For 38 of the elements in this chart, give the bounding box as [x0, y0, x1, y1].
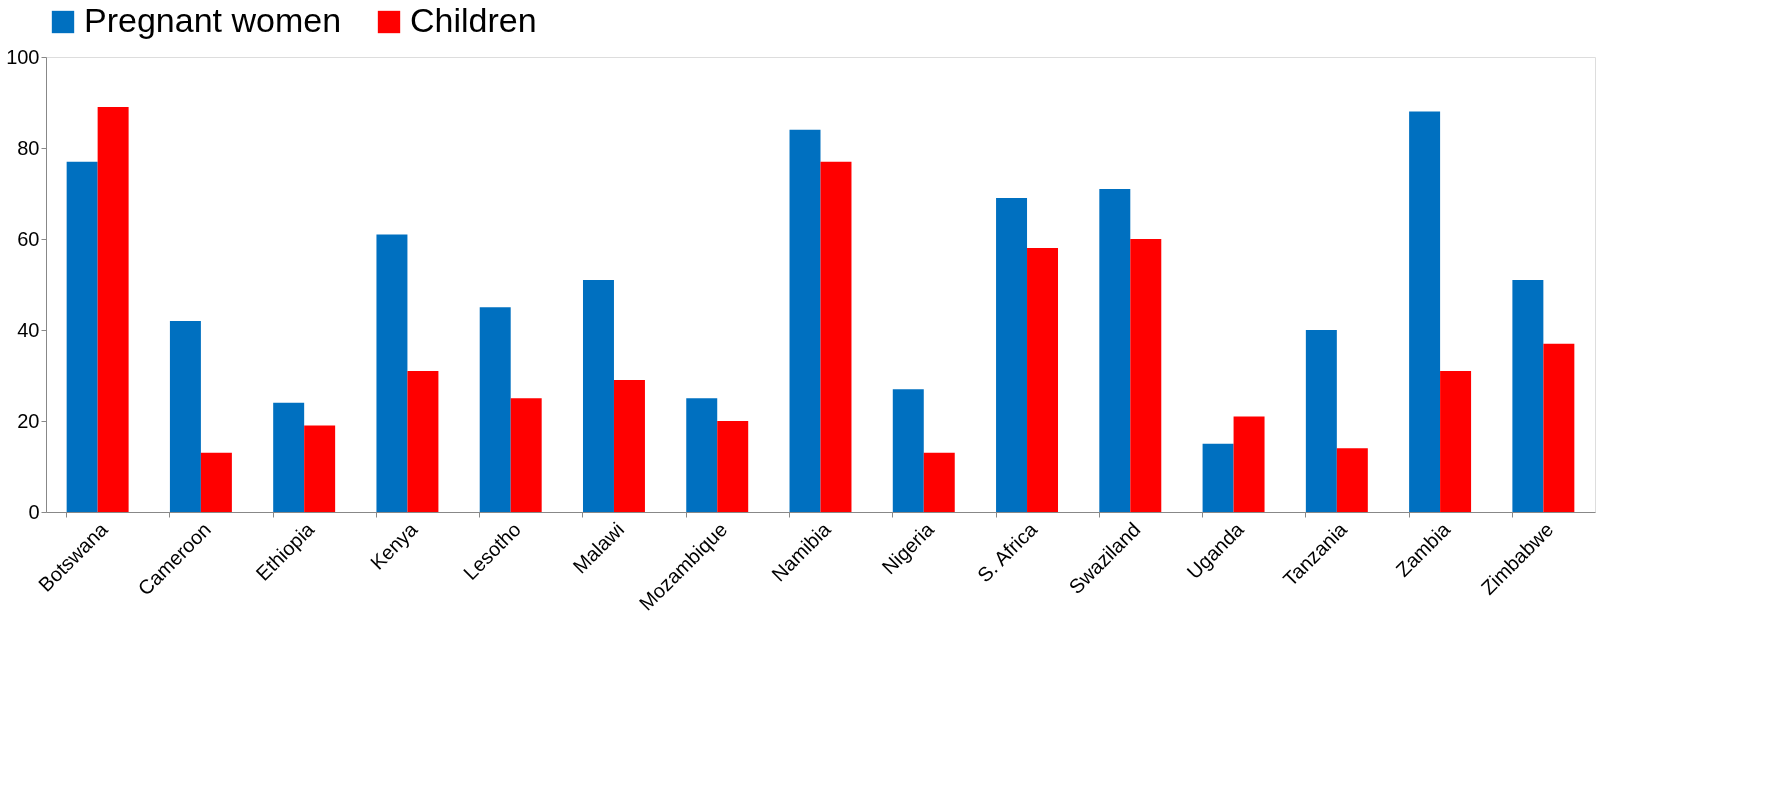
bar	[892, 389, 924, 512]
y-tick-label: 80	[17, 136, 40, 159]
bar	[407, 370, 439, 512]
y-tick-label: 40	[17, 318, 40, 341]
bar	[1543, 343, 1575, 512]
bar	[923, 452, 955, 512]
bar	[66, 161, 98, 512]
bar	[1440, 370, 1472, 512]
bar	[479, 307, 511, 512]
bar	[1512, 279, 1544, 512]
y-tick-label: 100	[6, 45, 40, 68]
legend-label: Children	[410, 1, 537, 39]
bar	[1099, 188, 1131, 512]
bar	[1202, 443, 1234, 512]
bar	[376, 234, 408, 512]
bar	[1027, 248, 1059, 512]
bar	[686, 398, 718, 512]
legend-label: Pregnant women	[84, 1, 342, 39]
bar	[169, 320, 201, 512]
bar	[789, 129, 821, 512]
bar	[1130, 239, 1162, 512]
bar	[510, 398, 542, 512]
y-tick-label: 20	[17, 409, 40, 432]
bar	[1305, 330, 1337, 512]
bar	[1233, 416, 1265, 512]
bar	[820, 161, 852, 512]
bar	[200, 452, 232, 512]
bar	[582, 279, 614, 512]
y-tick-label: 0	[28, 500, 40, 523]
bar	[97, 107, 129, 512]
bar	[1336, 448, 1368, 512]
bar	[613, 380, 645, 512]
bar	[1409, 111, 1441, 512]
y-tick-label: 60	[17, 227, 40, 250]
bar	[304, 425, 336, 512]
bar	[996, 198, 1028, 512]
bar	[273, 402, 305, 512]
bar	[717, 421, 749, 512]
